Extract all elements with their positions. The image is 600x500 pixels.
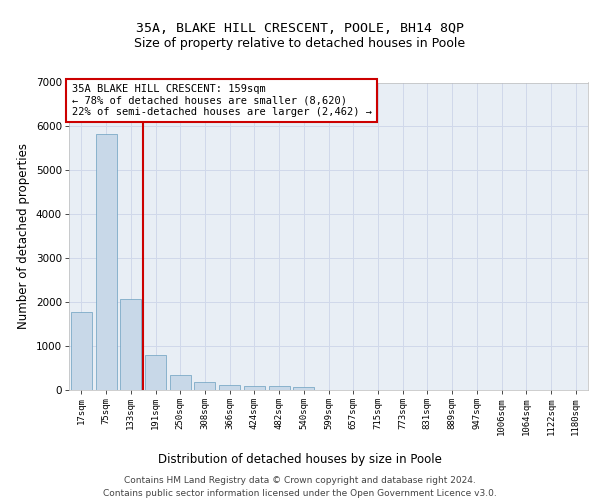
Bar [71,312,92,390]
Y-axis label: Number of detached properties: Number of detached properties [17,143,31,329]
Text: Contains HM Land Registry data © Crown copyright and database right 2024.
Contai: Contains HM Land Registry data © Crown c… [103,476,497,498]
Bar [219,384,240,390]
Text: Distribution of detached houses by size in Poole: Distribution of detached houses by size … [158,452,442,466]
Bar [269,386,290,390]
Bar [145,355,166,390]
Bar [170,375,191,390]
Bar [95,134,116,390]
Bar [120,298,141,390]
Bar [293,387,314,390]
Bar [194,382,215,390]
Text: 35A BLAKE HILL CRESCENT: 159sqm
← 78% of detached houses are smaller (8,620)
22%: 35A BLAKE HILL CRESCENT: 159sqm ← 78% of… [71,84,371,117]
Text: 35A, BLAKE HILL CRESCENT, POOLE, BH14 8QP: 35A, BLAKE HILL CRESCENT, POOLE, BH14 8Q… [136,22,464,36]
Text: Size of property relative to detached houses in Poole: Size of property relative to detached ho… [134,38,466,51]
Bar [244,386,265,390]
